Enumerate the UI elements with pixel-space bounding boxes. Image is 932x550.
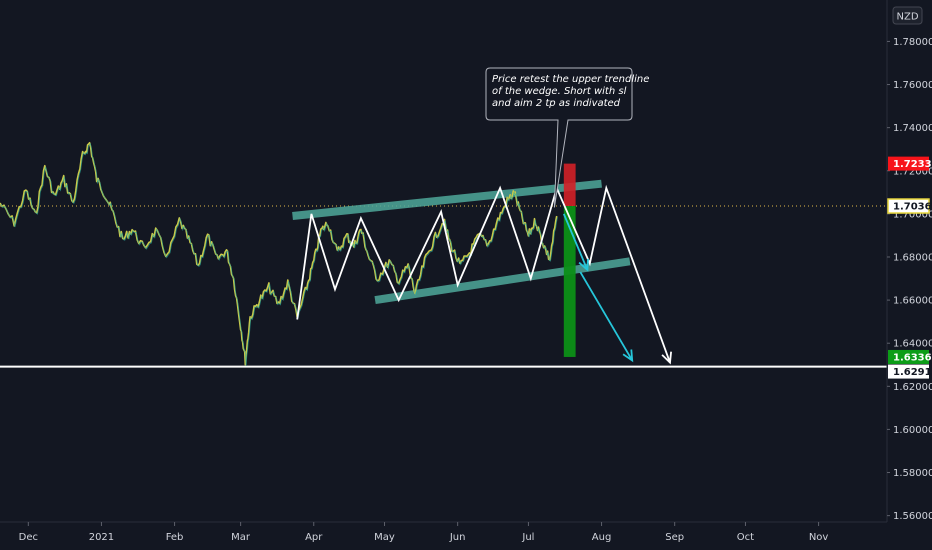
x-tick-label: May bbox=[374, 532, 395, 543]
price-badge-2[interactable] bbox=[888, 349, 929, 364]
price-badge-label-2: 1.63362 bbox=[893, 352, 932, 363]
x-tick-label: Sep bbox=[665, 532, 684, 543]
y-tick-label: 1.70000 bbox=[893, 209, 932, 220]
price-badge-1[interactable] bbox=[887, 198, 930, 214]
x-tick-label: Dec bbox=[19, 532, 38, 543]
annotation-callout[interactable] bbox=[485, 67, 633, 208]
y-tick-label: 1.78000 bbox=[893, 37, 932, 48]
y-tick-label: 1.74000 bbox=[893, 123, 932, 134]
projection-arrow-0[interactable] bbox=[562, 213, 589, 271]
zigzag-projection-path[interactable] bbox=[296, 184, 671, 363]
y-tick-label: 1.68000 bbox=[893, 252, 932, 263]
y-tick-label: 1.58000 bbox=[893, 468, 932, 479]
y-tick-label: 1.60000 bbox=[893, 425, 932, 436]
annotation-line-1: of the wedge. Short with sl bbox=[492, 86, 627, 97]
y-tick-label: 1.64000 bbox=[893, 339, 932, 350]
symbol-badge-box bbox=[892, 6, 923, 25]
annotation-line-2: and aim 2 tp as indivated bbox=[492, 98, 621, 109]
x-tick-label: Oct bbox=[737, 532, 754, 543]
take-profit-zone[interactable] bbox=[563, 206, 576, 357]
x-tick-label: Jun bbox=[449, 532, 466, 543]
price-badge-3[interactable] bbox=[888, 364, 929, 379]
stop-loss-zone[interactable] bbox=[563, 163, 576, 207]
y-tick-label: 1.62000 bbox=[893, 382, 932, 393]
y-tick-label: 1.66000 bbox=[893, 296, 932, 307]
projection-arrowhead-0 bbox=[578, 258, 589, 272]
y-tick-label: 1.72000 bbox=[893, 166, 932, 177]
price-badge-label-3: 1.62916 bbox=[893, 367, 932, 378]
time-axis-panel[interactable] bbox=[0, 522, 887, 550]
x-tick-label: Feb bbox=[166, 532, 184, 543]
price-badge-label-0: 1.72331 bbox=[893, 159, 932, 170]
x-tick-label: Mar bbox=[231, 532, 251, 543]
projection-arrow-1[interactable] bbox=[579, 271, 633, 361]
price-axis-panel[interactable] bbox=[887, 0, 932, 550]
x-tick-label: Apr bbox=[305, 532, 323, 543]
price-badge-0[interactable] bbox=[888, 156, 929, 171]
projection-arrowhead-1 bbox=[622, 349, 634, 363]
x-tick-label: 2021 bbox=[89, 532, 114, 543]
y-tick-label: 1.56000 bbox=[893, 511, 932, 522]
x-tick-label: Jul bbox=[521, 532, 534, 543]
price-badge-label-1: 1.70364 bbox=[893, 202, 932, 213]
y-tick-label: 1.76000 bbox=[893, 80, 932, 91]
price-series-0-highlight bbox=[0, 142, 558, 366]
annotation-line-0: Price retest the upper trendline bbox=[492, 74, 649, 85]
x-tick-label: Nov bbox=[809, 532, 829, 543]
axis-corner bbox=[887, 522, 932, 550]
wedge-band-upper[interactable] bbox=[292, 179, 602, 221]
zigzag-arrowhead bbox=[661, 351, 672, 365]
x-tick-label: Aug bbox=[592, 532, 612, 543]
symbol-badge-label: NZD bbox=[896, 12, 918, 23]
